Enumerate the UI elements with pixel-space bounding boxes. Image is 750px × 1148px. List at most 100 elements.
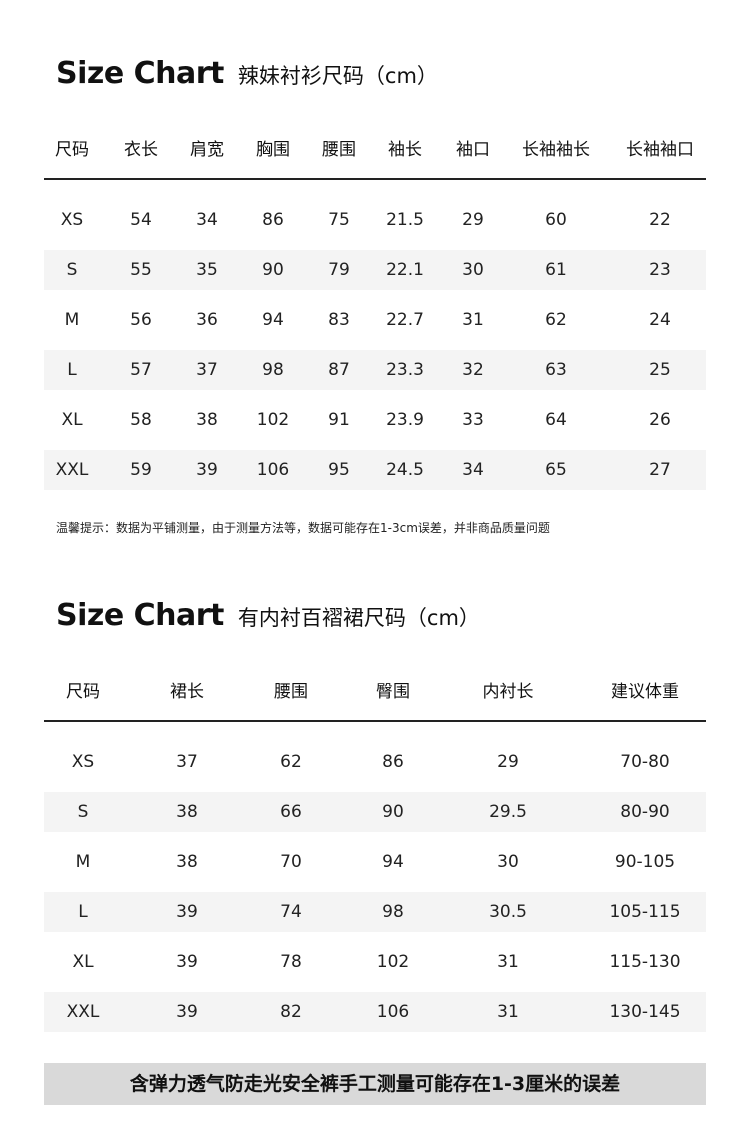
table-cell: 25 [649,360,671,380]
table-cell: 58 [130,410,152,430]
table-cell: 83 [328,310,350,330]
skirt-title-cn: 有内衬百褶裙尺码（cm） [237,606,480,630]
table-cell: 95 [328,460,350,480]
table-row: XS 54 34 86 75 21.5 29 60 22 [44,200,706,240]
table-cell: 30.5 [489,902,527,922]
table-cell: 106 [256,460,290,480]
table-cell: 38 [176,852,198,872]
table-cell: 23.9 [386,410,424,430]
table-cell: M [64,310,80,330]
table-cell: L [78,902,88,922]
table-cell: 27 [649,460,671,480]
header-cell: 腰围 [274,682,308,702]
table-cell: 39 [176,952,198,972]
table-cell: 29 [462,210,484,230]
table-cell: 39 [176,1002,198,1022]
header-cell: 衣长 [124,140,158,160]
table-cell: 54 [130,210,152,230]
table-cell: 62 [280,752,302,772]
table-cell: 64 [545,410,567,430]
header-cell: 胸围 [256,140,290,160]
table-cell: 29 [497,752,519,772]
skirt-title: Size Chart 有内衬百褶裙尺码（cm） [56,598,480,633]
shirt-header-row: 尺码 衣长 肩宽 胸围 腰围 袖长 袖口 长袖袖长 长袖袖口 [44,138,706,180]
table-cell: 23.3 [386,360,424,380]
table-row: S 55 35 90 79 22.1 30 61 23 [44,250,706,290]
table-cell: 102 [376,952,410,972]
table-row: XL 39 78 102 31 115-130 [44,942,706,982]
table-cell: 36 [196,310,218,330]
table-cell: 56 [130,310,152,330]
table-cell: 22.1 [386,260,424,280]
header-cell: 臀围 [376,682,410,702]
shirt-size-table: 尺码 衣长 肩宽 胸围 腰围 袖长 袖口 长袖袖长 长袖袖口 XS 54 34 86 75 21.5 29 60… [44,138,706,490]
header-cell: 裙长 [170,682,204,702]
table-cell: 60 [545,210,567,230]
table-row: XXL 59 39 106 95 24.5 34 65 27 [44,450,706,490]
table-cell: 62 [545,310,567,330]
table-cell: 90 [262,260,284,280]
table-cell: XS [71,752,95,772]
table-cell: 87 [328,360,350,380]
table-cell: 70-80 [620,752,670,772]
table-cell: XS [60,210,84,230]
table-cell: 106 [376,1002,410,1022]
table-cell: 26 [649,410,671,430]
table-cell: S [77,802,89,822]
table-cell: 90-105 [614,852,676,872]
table-cell: 37 [196,360,218,380]
table-cell: 61 [545,260,567,280]
table-cell: 102 [256,410,290,430]
table-cell: 57 [130,360,152,380]
table-cell: 32 [462,360,484,380]
table-row: M 38 70 94 30 90-105 [44,842,706,882]
table-cell: 31 [497,952,519,972]
table-cell: 37 [176,752,198,772]
header-cell: 长袖袖长 [522,140,590,160]
table-cell: 33 [462,410,484,430]
table-cell: XL [61,410,83,430]
table-cell: 30 [462,260,484,280]
table-cell: 70 [280,852,302,872]
table-cell: 30 [497,852,519,872]
table-cell: 31 [497,1002,519,1022]
table-cell: 34 [196,210,218,230]
shirt-title: Size Chart 辣妹衬衫尺码（cm） [56,56,438,91]
skirt-header-row: 尺码 裙长 腰围 臀围 内衬长 建议体重 [44,680,706,722]
table-row: S 38 66 90 29.5 80-90 [44,792,706,832]
table-cell: 55 [130,260,152,280]
table-cell: 34 [462,460,484,480]
table-cell: 78 [280,952,302,972]
table-cell: 29.5 [489,802,527,822]
table-cell: 91 [328,410,350,430]
table-cell: 80-90 [620,802,670,822]
table-cell: M [75,852,91,872]
skirt-banner-note: 含弹力透气防走光安全裤手工测量可能存在1-3厘米的误差 [44,1063,706,1105]
shirt-title-en: Size Chart [56,56,224,91]
table-row: XXL 39 82 106 31 130-145 [44,992,706,1032]
table-cell: 74 [280,902,302,922]
table-cell: L [67,360,77,380]
table-cell: 90 [382,802,404,822]
table-cell: 86 [262,210,284,230]
table-cell: 130-145 [609,1002,681,1022]
table-cell: 31 [462,310,484,330]
header-cell: 建议体重 [611,682,679,702]
table-row: M 56 36 94 83 22.7 31 62 24 [44,300,706,340]
table-cell: 21.5 [386,210,424,230]
table-cell: 66 [280,802,302,822]
table-row: L 57 37 98 87 23.3 32 63 25 [44,350,706,390]
table-cell: 59 [130,460,152,480]
table-cell: 98 [262,360,284,380]
header-cell: 尺码 [66,682,100,702]
skirt-size-table: 尺码 裙长 腰围 臀围 内衬长 建议体重 XS 37 62 86 29 70-80 S 38 66 90 29.… [44,680,706,1032]
table-cell: 75 [328,210,350,230]
table-cell: 79 [328,260,350,280]
table-cell: 105-115 [609,902,681,922]
table-row: L 39 74 98 30.5 105-115 [44,892,706,932]
table-cell: 94 [382,852,404,872]
header-cell: 肩宽 [190,140,224,160]
table-cell: 82 [280,1002,302,1022]
table-cell: 35 [196,260,218,280]
